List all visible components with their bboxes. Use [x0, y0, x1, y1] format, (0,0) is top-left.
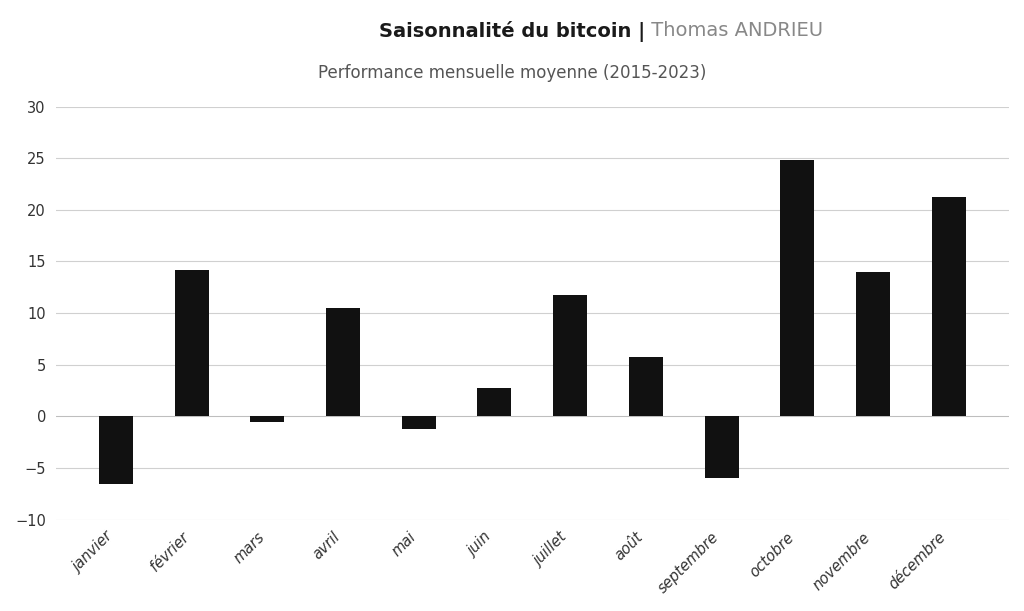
Bar	[629, 356, 663, 417]
Bar	[250, 417, 285, 422]
Bar	[780, 160, 814, 417]
Bar	[553, 295, 587, 417]
Bar	[477, 387, 511, 417]
Bar	[175, 269, 209, 417]
Bar	[326, 308, 360, 417]
Bar	[99, 417, 133, 483]
Text: Performance mensuelle moyenne (2015-2023): Performance mensuelle moyenne (2015-2023…	[317, 64, 707, 82]
Bar	[705, 417, 738, 478]
Bar	[856, 272, 890, 417]
Text: Thomas ANDRIEU: Thomas ANDRIEU	[645, 21, 823, 40]
Bar	[401, 417, 436, 429]
Bar	[932, 197, 966, 417]
Text: Saisonnalité du bitcoin |: Saisonnalité du bitcoin |	[379, 21, 645, 42]
